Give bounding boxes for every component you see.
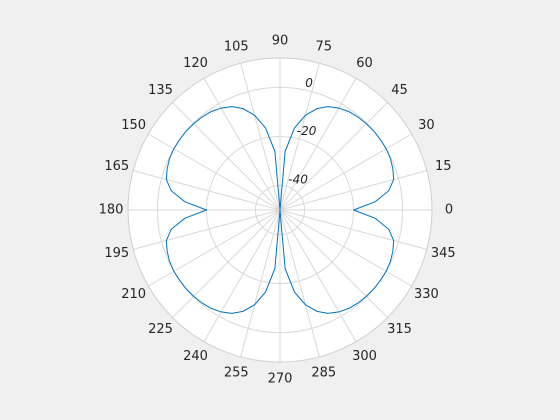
theta-tick-label: 135 [148, 83, 173, 98]
theta-grid-line [279, 209, 388, 318]
theta-tick-label: 0 [445, 203, 453, 218]
theta-grid-line [172, 102, 281, 211]
r-grid-circle [156, 86, 404, 334]
theta-tick-label: 165 [104, 159, 129, 174]
theta-tick-label: 300 [352, 349, 377, 364]
theta-grid-line [240, 63, 281, 211]
polar-line [165, 106, 395, 314]
theta-tick-label: 315 [387, 322, 412, 337]
theta-tick-label: 330 [414, 287, 439, 302]
theta-tick-label: 180 [99, 203, 124, 218]
theta-grid-line [279, 209, 357, 342]
theta-grid-line [203, 209, 281, 342]
theta-grid-line [279, 133, 412, 211]
theta-grid-line [148, 133, 281, 211]
theta-grid-line [133, 170, 281, 211]
theta-grid-line [279, 209, 320, 357]
theta-tick-label: 90 [272, 34, 289, 49]
theta-grid-line [172, 209, 281, 318]
theta-grid-line [279, 102, 388, 211]
theta-tick-label: 210 [121, 287, 146, 302]
theta-grid-line [279, 209, 412, 287]
theta-tick-label: 120 [183, 56, 208, 71]
theta-tick-label: 225 [148, 322, 173, 337]
theta-grid-line [148, 209, 281, 287]
theta-grid-line [279, 78, 357, 211]
theta-tick-label: 30 [418, 118, 435, 133]
r-tick-label: -20 [297, 124, 317, 138]
r-grid-circle [254, 184, 306, 236]
theta-grid-line [133, 209, 281, 250]
theta-tick-label: 255 [224, 366, 249, 381]
theta-tick-label: 285 [311, 366, 336, 381]
theta-tick-label: 105 [224, 39, 249, 54]
polar-outline [127, 57, 433, 363]
theta-tick-label: 240 [183, 349, 208, 364]
theta-tick-label: 60 [356, 56, 373, 71]
theta-grid-line [279, 170, 427, 211]
r-tick-label: -40 [288, 172, 308, 186]
theta-tick-label: 345 [431, 246, 456, 261]
theta-tick-label: 45 [391, 83, 408, 98]
theta-tick-label: 15 [435, 159, 452, 174]
theta-grid-line [203, 78, 281, 211]
theta-grid-line [240, 209, 281, 357]
theta-grid-line [279, 63, 320, 211]
theta-tick-label: 195 [104, 246, 129, 261]
theta-tick-label: 75 [315, 39, 332, 54]
theta-tick-label: 270 [268, 372, 293, 387]
theta-grid-line [279, 209, 427, 250]
theta-tick-label: 150 [121, 118, 146, 133]
r-tick-label: 0 [305, 76, 313, 90]
